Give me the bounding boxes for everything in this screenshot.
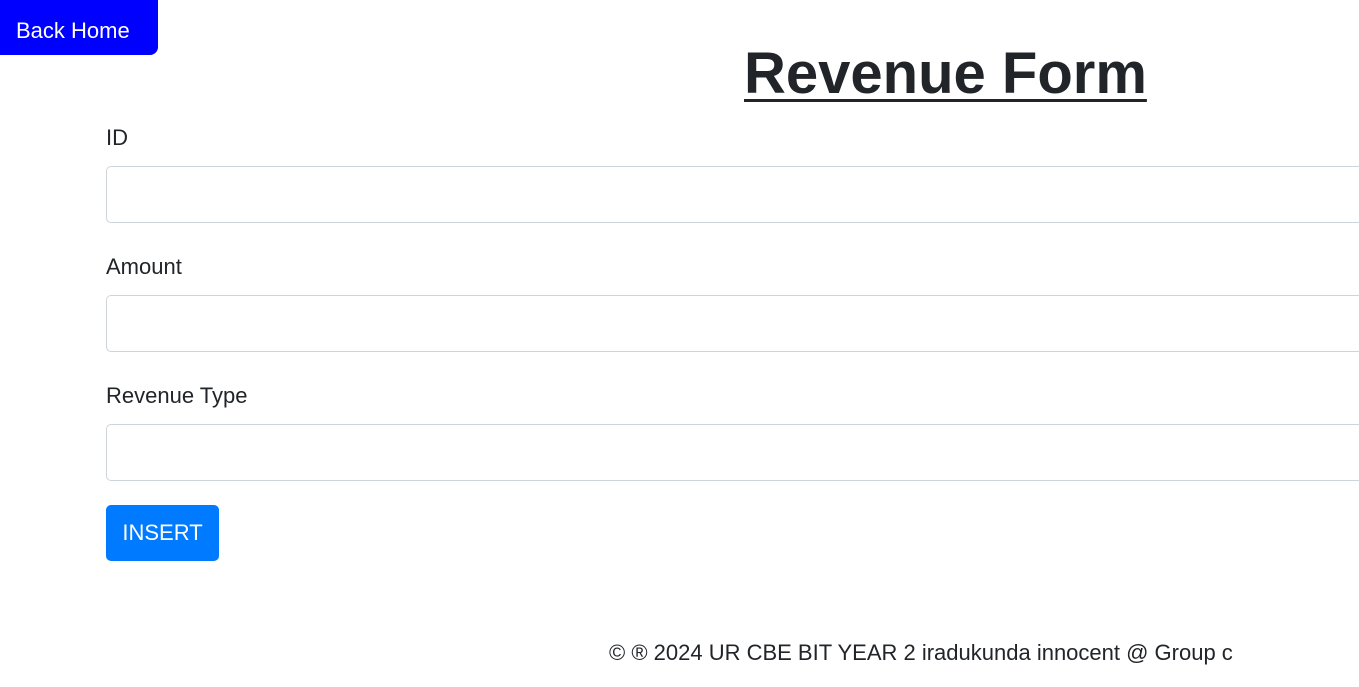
revenue-type-label: Revenue Type (106, 383, 248, 408)
back-home-button[interactable]: Back Home (0, 0, 158, 55)
id-input[interactable] (106, 166, 1359, 223)
id-label: ID (106, 125, 128, 150)
revenue-type-input[interactable] (106, 424, 1359, 481)
footer-copyright: © ® 2024 UR CBE BIT YEAR 2 iradukunda in… (609, 640, 1233, 665)
amount-label: Amount (106, 254, 182, 279)
page-title: Revenue Form (744, 41, 1147, 106)
amount-input[interactable] (106, 295, 1359, 352)
insert-button[interactable]: INSERT (106, 505, 219, 561)
